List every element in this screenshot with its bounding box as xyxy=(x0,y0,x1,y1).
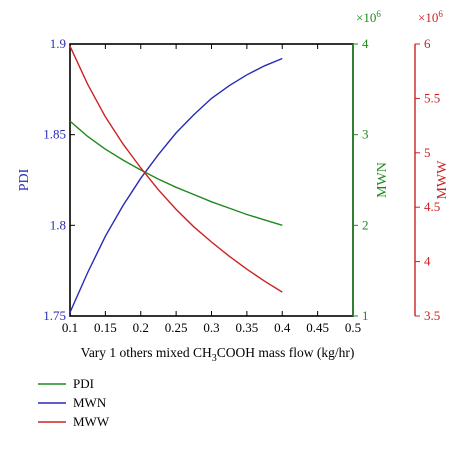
mww-axis xyxy=(414,43,420,317)
pdi-tick-label: 1.75 xyxy=(43,308,66,323)
mww-tick-label: 5.5 xyxy=(424,90,440,105)
mwn-series-line xyxy=(69,120,283,226)
pdi-series-line xyxy=(69,57,283,313)
x-tick-label: 0.35 xyxy=(236,320,259,335)
x-tick-label: 0.4 xyxy=(274,320,291,335)
mww-tick-label: 4.5 xyxy=(424,199,440,214)
mww-tick-label: 4 xyxy=(424,254,431,269)
mww-tick-label: 3.5 xyxy=(424,308,440,323)
plot-frame xyxy=(69,43,354,317)
pdi-tick-label: 1.9 xyxy=(50,36,66,51)
mwn-axis-label: MWN xyxy=(375,162,390,198)
x-tick-label: 0.25 xyxy=(165,320,188,335)
x-axis-label: Vary 1 others mixed CH3COOH mass flow (k… xyxy=(81,345,355,364)
mww-tick-label: 6 xyxy=(424,36,431,51)
pdi-tick-label: 1.85 xyxy=(43,127,66,142)
mwn-axis xyxy=(352,43,358,317)
series-layer xyxy=(69,45,283,313)
x-tick-label: 0.45 xyxy=(306,320,329,335)
pdi-axis xyxy=(70,43,75,317)
legend-label: MWN xyxy=(73,395,107,410)
mww-axis-label: MWW xyxy=(435,160,450,200)
mwn-tick-label: 4 xyxy=(362,36,369,51)
pdi-tick-label: 1.8 xyxy=(50,217,66,232)
x-tick-label: 0.2 xyxy=(133,320,149,335)
mwn-multiplier: ×106 xyxy=(356,9,381,25)
mwn-tick-label: 1 xyxy=(362,308,369,323)
x-tick-label: 0.3 xyxy=(203,320,219,335)
mww-multiplier: ×106 xyxy=(418,9,443,25)
labels-layer: 0.1 0.15 0.2 0.25 0.3 0.35 0.4 0.45 0.5 Vary 1 ot… xyxy=(17,9,450,364)
mww-series-line xyxy=(69,45,283,293)
x-tick-label: 0.5 xyxy=(345,320,361,335)
mwn-tick-label: 2 xyxy=(362,217,369,232)
mwn-tick-label: 3 xyxy=(362,127,369,142)
x-tick-label: 0.15 xyxy=(94,320,117,335)
legend: PDI MWN MWW xyxy=(38,376,110,429)
x-tick-label: 0.1 xyxy=(62,320,78,335)
axes-layer xyxy=(69,43,420,317)
legend-label: MWW xyxy=(73,414,110,429)
legend-label: PDI xyxy=(73,376,94,391)
mww-tick-label: 5 xyxy=(424,145,431,160)
pdi-axis-label: PDI xyxy=(17,168,32,191)
